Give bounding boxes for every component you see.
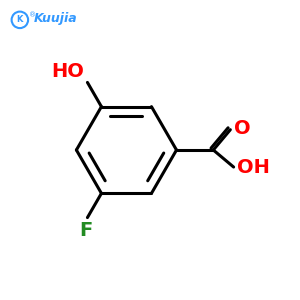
Text: ®: ® bbox=[29, 12, 36, 18]
Text: F: F bbox=[79, 220, 93, 239]
Text: O: O bbox=[234, 119, 250, 138]
Text: OH: OH bbox=[237, 158, 270, 176]
Text: K: K bbox=[17, 15, 23, 24]
Text: Kuujia: Kuujia bbox=[34, 12, 78, 25]
Text: HO: HO bbox=[52, 62, 85, 81]
